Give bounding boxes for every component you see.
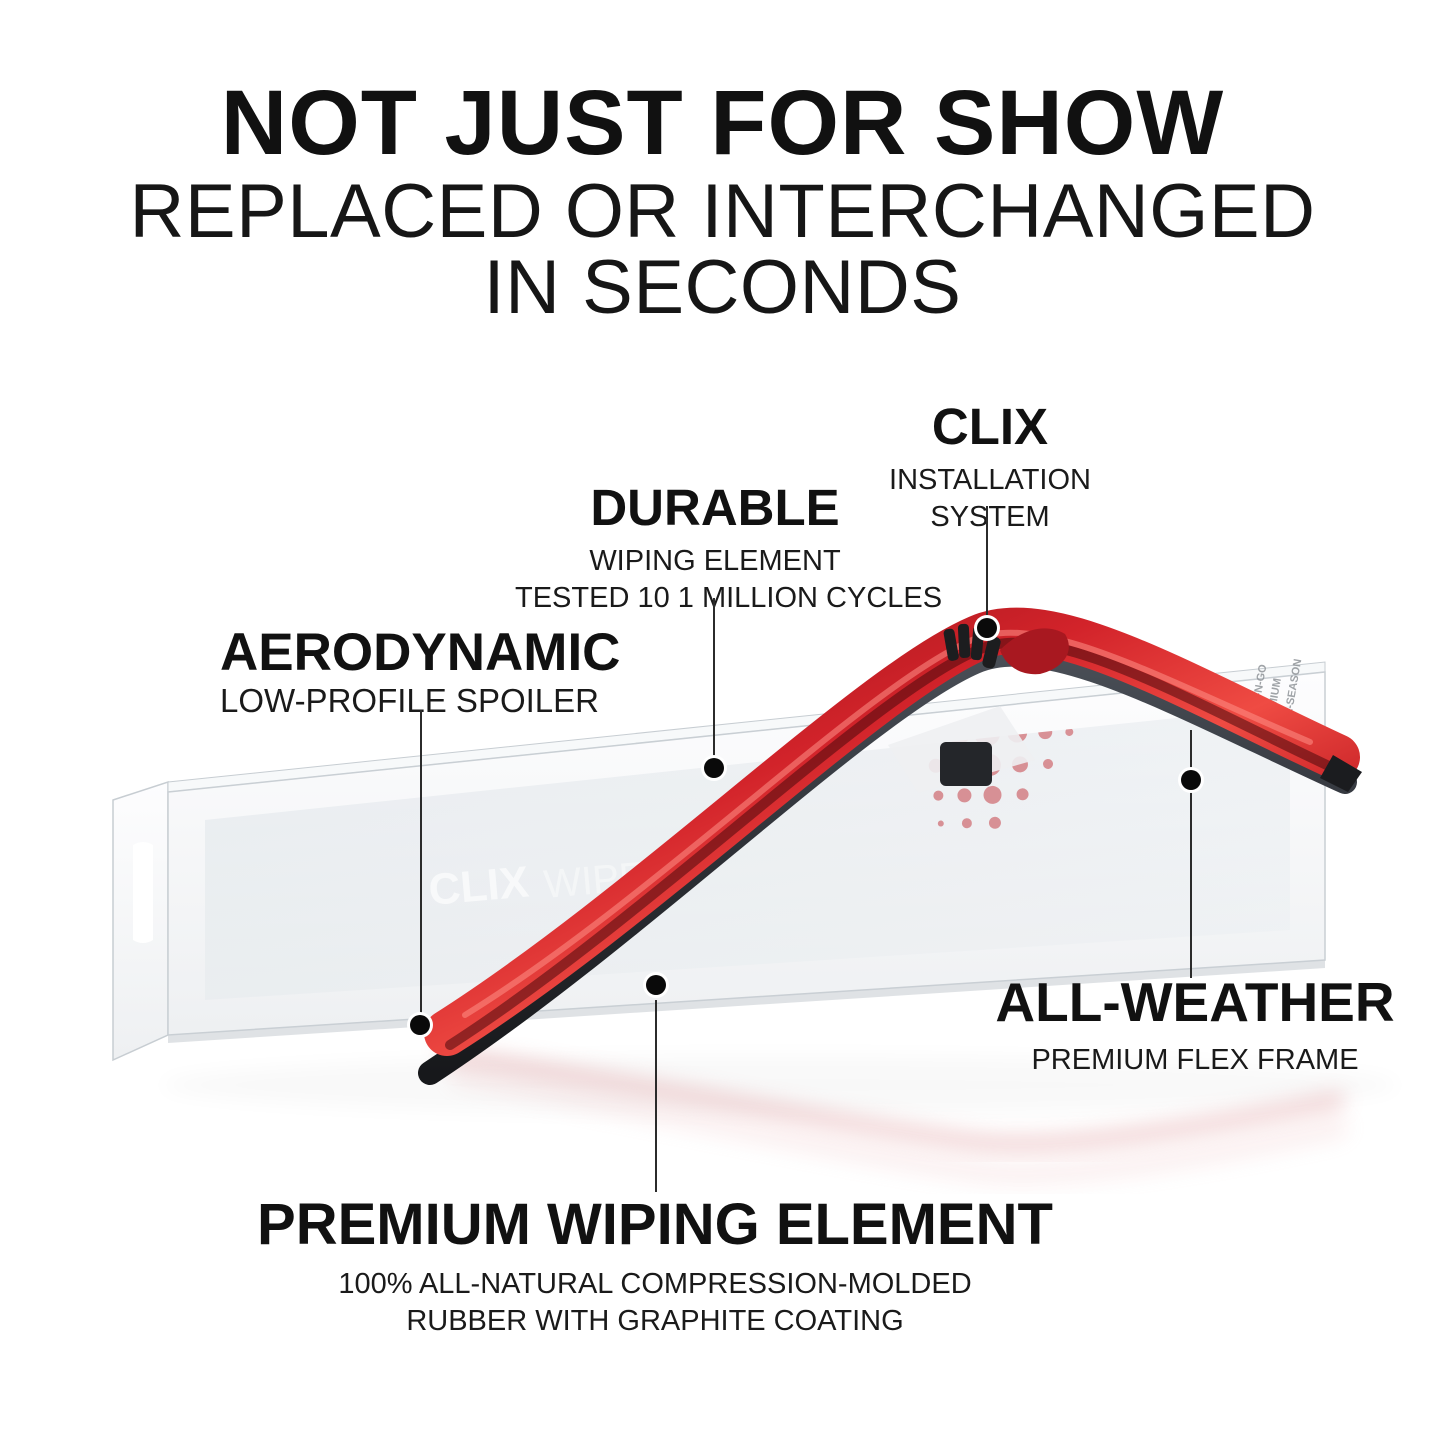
svg-text:CLIX: CLIX [427, 857, 531, 915]
